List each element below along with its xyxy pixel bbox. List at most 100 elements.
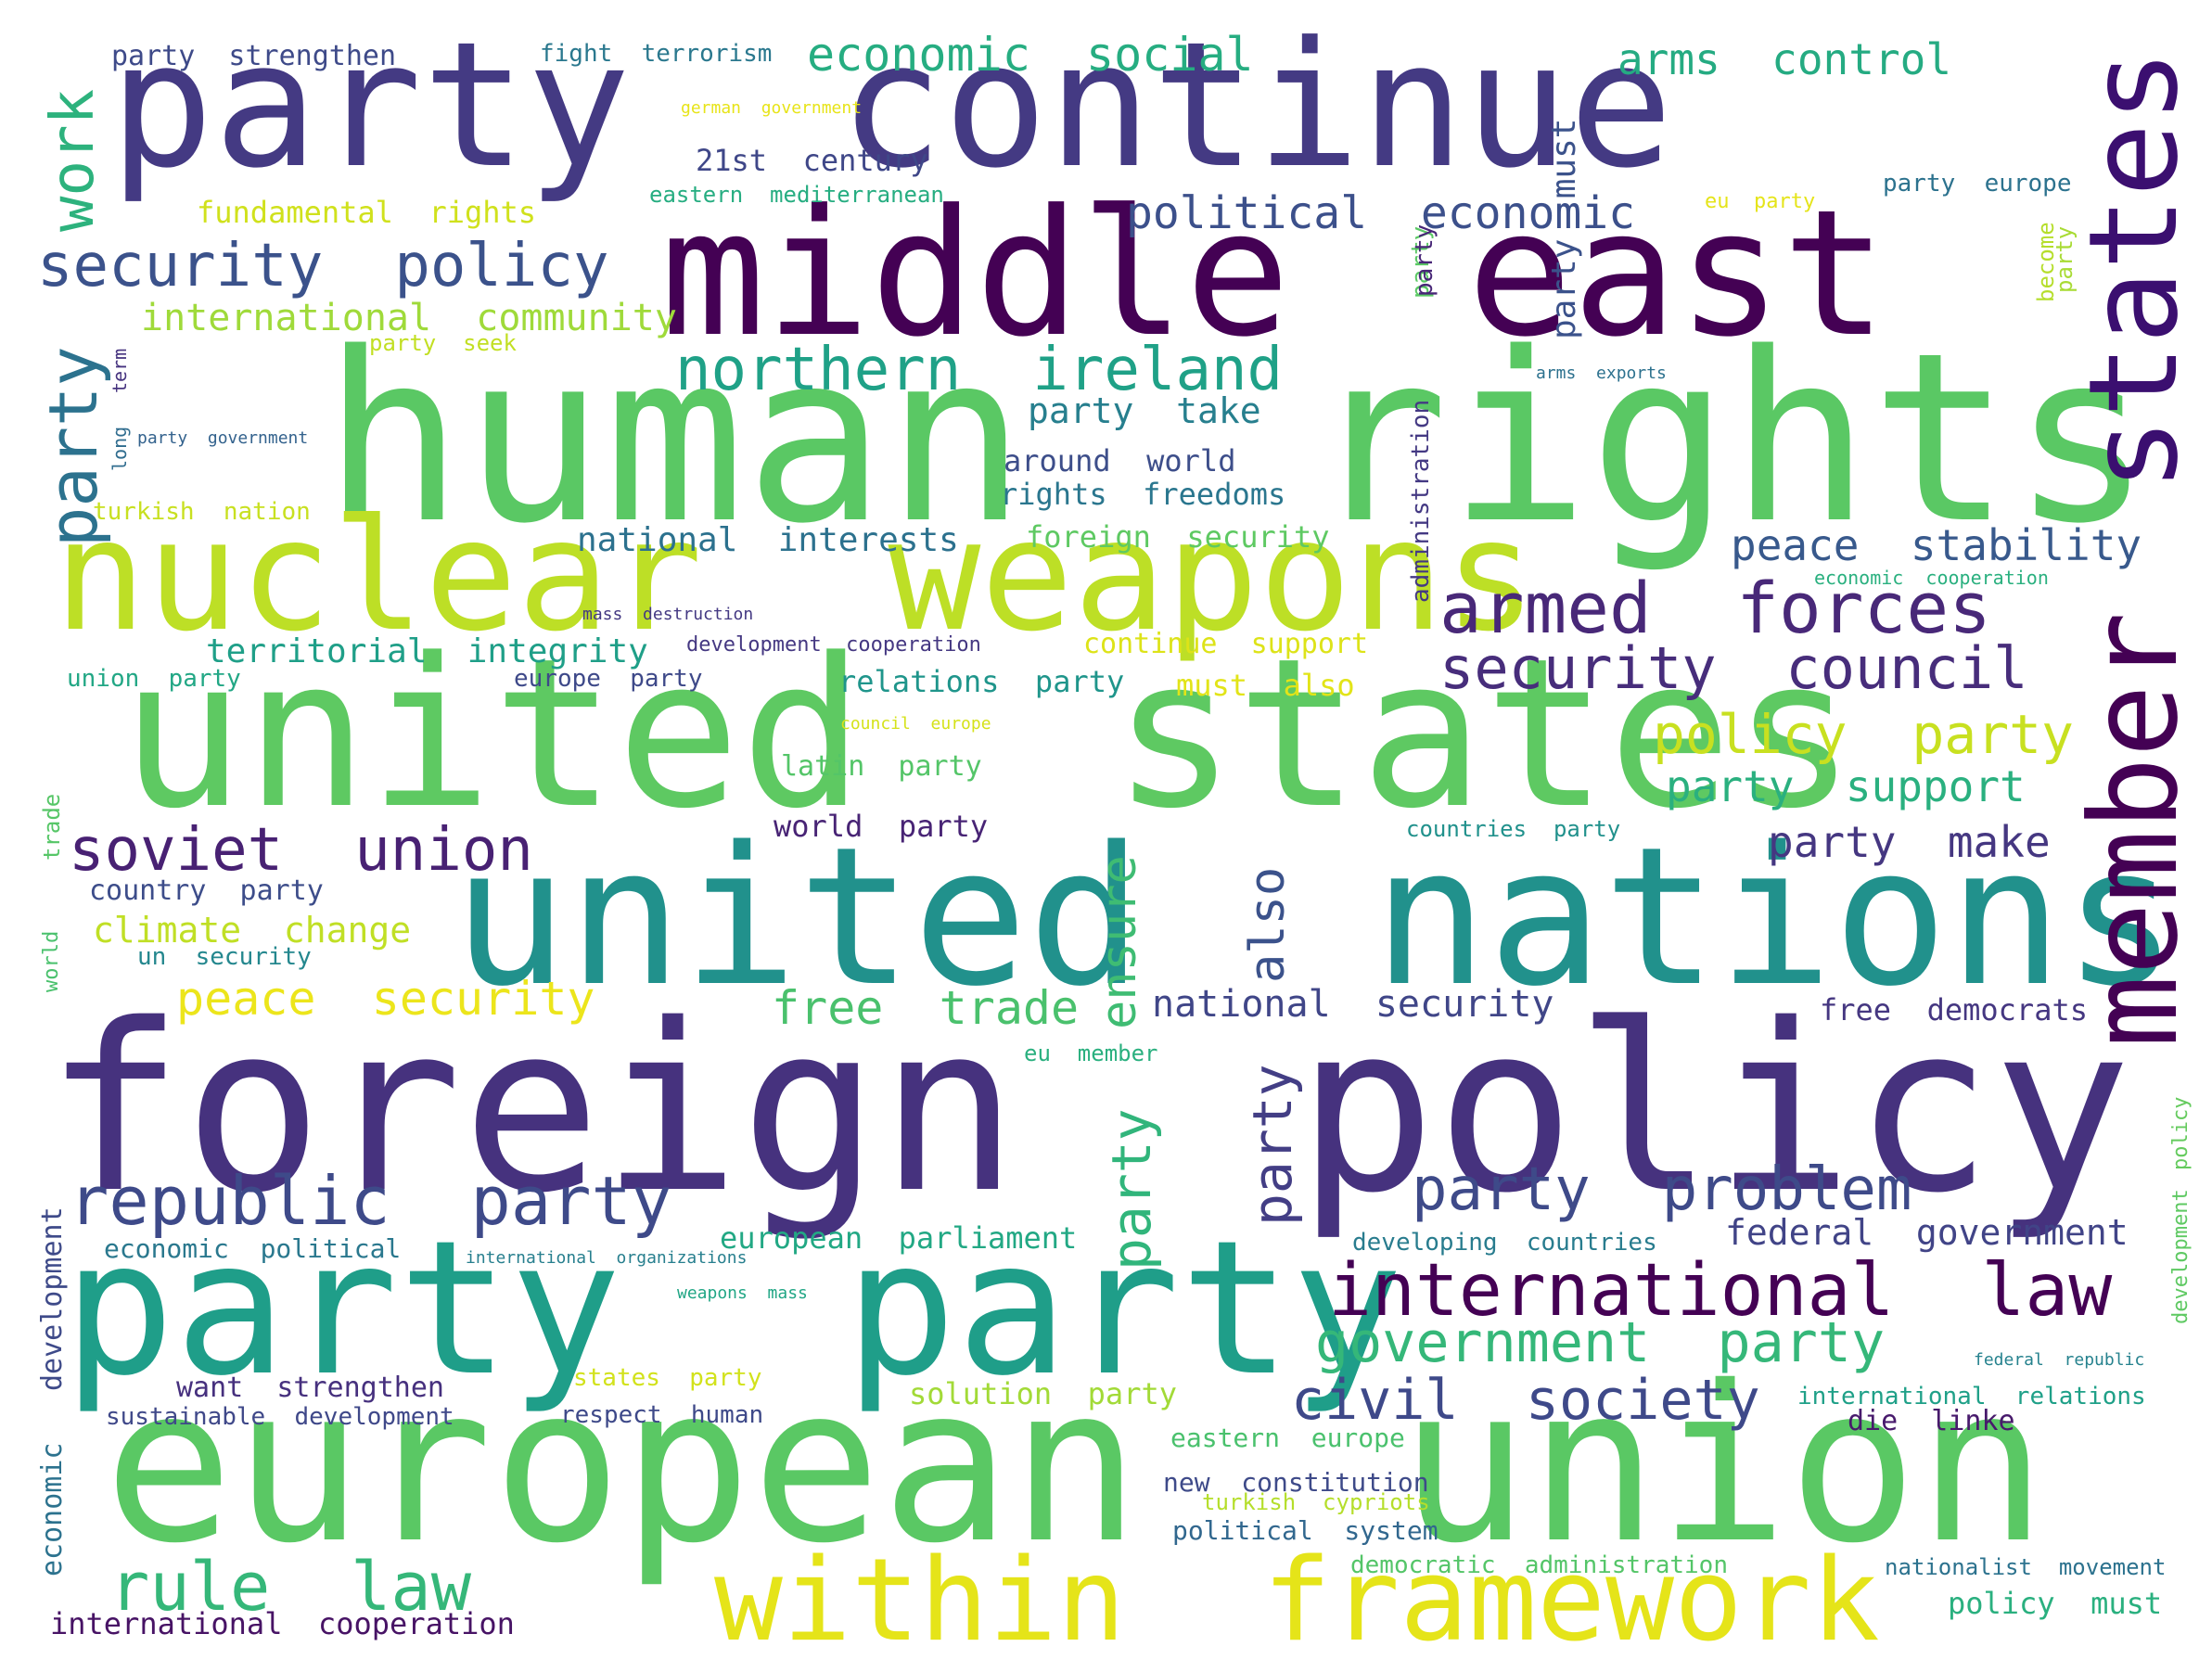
word-german-government: german government: [681, 98, 862, 118]
word-europe-party: europe party: [514, 665, 703, 693]
word-relations-party: relations party: [838, 664, 1124, 699]
word-european-parliament: european parliament: [720, 1220, 1077, 1256]
word-policy-vertical: policy: [2169, 1097, 2193, 1170]
word-government-party: government party: [1315, 1310, 1885, 1375]
word-administration-vertical: administration: [1407, 400, 1435, 603]
word-long-vertical: long: [109, 427, 131, 471]
word-new-constitution: new constitution: [1163, 1467, 1429, 1498]
word-party-must-vertical: party must: [1545, 119, 1583, 339]
word-party-vertical-tiny: party: [1411, 224, 1438, 297]
word-eastern-mediterranean: eastern mediterranean: [649, 182, 944, 208]
word-party-vertical-right: party: [2052, 226, 2078, 293]
word-party-seek: party seek: [369, 330, 517, 356]
word-party-vertical-small: party: [1407, 226, 1435, 299]
word-arms-control: arms control: [1617, 34, 1951, 84]
word-union-party: union party: [67, 665, 241, 693]
word-nationalist-movement: nationalist movement: [1885, 1554, 2166, 1580]
word-soviet-union: soviet union: [69, 816, 533, 885]
word-countries-party: countries party: [1406, 816, 1620, 842]
word-country-party: country party: [89, 874, 324, 907]
word-united-states: united states: [121, 615, 1856, 854]
word-states-party: states party: [573, 1364, 762, 1392]
word-development-vertical-left: development: [36, 1206, 69, 1391]
word-must-also: must also: [1176, 668, 1355, 703]
word-eu-member: eu member: [1024, 1040, 1158, 1066]
word-party-continue: party continue: [109, 6, 1673, 207]
word-security-council: security council: [1439, 634, 2028, 702]
word-states-vertical: states: [2063, 49, 2206, 491]
word-democratic-administration: democratic administration: [1350, 1551, 1728, 1579]
word-economic-vertical: economic: [36, 1443, 69, 1577]
word-fight-terrorism: fight terrorism: [540, 40, 772, 68]
word-fundamental-rights: fundamental rights: [197, 195, 536, 230]
word-party-vertical-center: party: [1241, 1064, 1304, 1226]
word-national-security: national security: [1152, 983, 1554, 1026]
word-national-interests: national interests: [577, 521, 959, 559]
word-economic-social: economic social: [807, 28, 1254, 82]
word-peace-security: peace security: [176, 972, 595, 1026]
word-un-security: un security: [137, 943, 312, 971]
word-international-cooperation: international cooperation: [50, 1606, 515, 1641]
word-foreign-security: foreign security: [1026, 519, 1330, 555]
word-political-economic: political economic: [1126, 187, 1635, 239]
word-federal-republic: federal republic: [1974, 1350, 2144, 1370]
word-party-government: party government: [137, 428, 308, 448]
word-civil-society: civil society: [1291, 1368, 1760, 1433]
word-21st-century: 21st century: [696, 143, 927, 178]
word-world-vertical: world: [40, 931, 63, 992]
word-ensure-vertical: ensure: [1092, 855, 1147, 1029]
word-developing-countries: developing countries: [1352, 1229, 1657, 1257]
word-respect-human: respect human: [560, 1401, 763, 1429]
word-council-europe: council europe: [840, 714, 991, 734]
word-political-system: political system: [1172, 1515, 1438, 1546]
word-rule-law: rule law: [109, 1548, 472, 1626]
word-international-community: international community: [141, 297, 677, 339]
word-party-strengthen: party strengthen: [111, 40, 396, 72]
word-free-trade: free trade: [772, 981, 1079, 1035]
word-weapons-mass: weapons mass: [677, 1283, 808, 1303]
word-armed-forces: armed forces: [1439, 567, 1991, 649]
word-party-vertical-left: party: [34, 346, 112, 547]
word-solution-party: solution party: [909, 1376, 1177, 1411]
word-human-rights: human rights: [323, 303, 2152, 575]
word-turkish-cypriots: turkish cypriots: [1202, 1489, 1430, 1515]
word-policy-party: policy party: [1653, 703, 2074, 766]
word-nuclear-weapons: nuclear weapons: [54, 487, 1537, 666]
word-layer: party continue middle east human rights …: [34, 6, 2206, 1666]
word-die-linke: die linke: [1848, 1405, 2015, 1437]
word-latin-party: latin party: [781, 750, 982, 783]
word-become-vertical: become: [2033, 222, 2059, 302]
word-security-policy: security policy: [37, 232, 609, 300]
word-turkish-nation: turkish nation: [93, 498, 311, 526]
word-united-nations: united nations: [453, 806, 2178, 1028]
word-party-make: party make: [1768, 817, 2051, 867]
word-party-europe: party europe: [1883, 170, 2072, 198]
word-federal-government: federal government: [1725, 1212, 2129, 1253]
word-middle: middle: [660, 172, 1290, 376]
word-member-vertical: member: [2064, 612, 2205, 1048]
word-term-vertical: term: [109, 349, 131, 393]
word-territorial-integrity: territorial integrity: [206, 632, 648, 670]
word-free-democrats: free democrats: [1820, 992, 2088, 1027]
word-economic-political: economic political: [104, 1233, 401, 1264]
word-east: east: [1467, 172, 1887, 376]
word-republic-party: republic party: [69, 1162, 671, 1240]
word-around-world: around world: [1004, 443, 1235, 479]
word-development-cooperation: development cooperation: [686, 633, 981, 657]
word-also-vertical: also: [1240, 867, 1296, 983]
word-arms-exports: arms exports: [1536, 364, 1667, 383]
word-development-vertical-right: development: [2169, 1189, 2193, 1324]
word-world-party: world party: [774, 809, 988, 844]
word-continue-support: continue support: [1083, 628, 1368, 660]
word-party-party: party party: [63, 1201, 1403, 1417]
word-party-vertical-mid: party: [1100, 1108, 1163, 1270]
word-international-organizations: international organizations: [466, 1248, 747, 1268]
word-party-problem: party problem: [1412, 1155, 1912, 1224]
word-trade-vertical: trade: [39, 794, 65, 861]
word-party-take: party take: [1028, 390, 1261, 431]
word-peace-stability: peace stability: [1731, 520, 2142, 570]
word-policy-must: policy must: [1948, 1586, 2162, 1621]
